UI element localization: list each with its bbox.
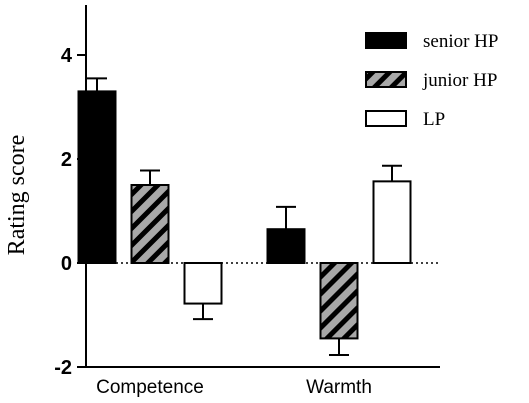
y-tick-label: 4 <box>61 45 73 67</box>
bar <box>130 184 170 264</box>
category-label: Warmth <box>306 377 372 398</box>
category-labels: Competence Warmth <box>96 377 372 398</box>
y-tick-label: -2 <box>54 357 72 379</box>
y-axis-ticks: -2 0 2 4 <box>54 45 86 379</box>
legend: senior HP junior HP LP <box>365 31 498 130</box>
bar <box>319 262 359 340</box>
y-axis-title: Rating score <box>4 135 30 256</box>
bar <box>266 228 306 264</box>
category-label: Competence <box>96 377 204 398</box>
bar <box>77 90 117 265</box>
y-tick-label: 2 <box>61 149 72 171</box>
y-tick-label: 0 <box>61 253 72 275</box>
legend-label: senior HP <box>423 31 498 52</box>
legend-swatch <box>365 32 407 49</box>
legend-label: junior HP <box>422 70 497 91</box>
legend-swatch <box>365 71 407 88</box>
bar <box>183 262 223 305</box>
legend-label: LP <box>423 109 445 130</box>
bars <box>77 77 412 357</box>
legend-swatch <box>365 110 407 127</box>
bar <box>372 180 412 264</box>
